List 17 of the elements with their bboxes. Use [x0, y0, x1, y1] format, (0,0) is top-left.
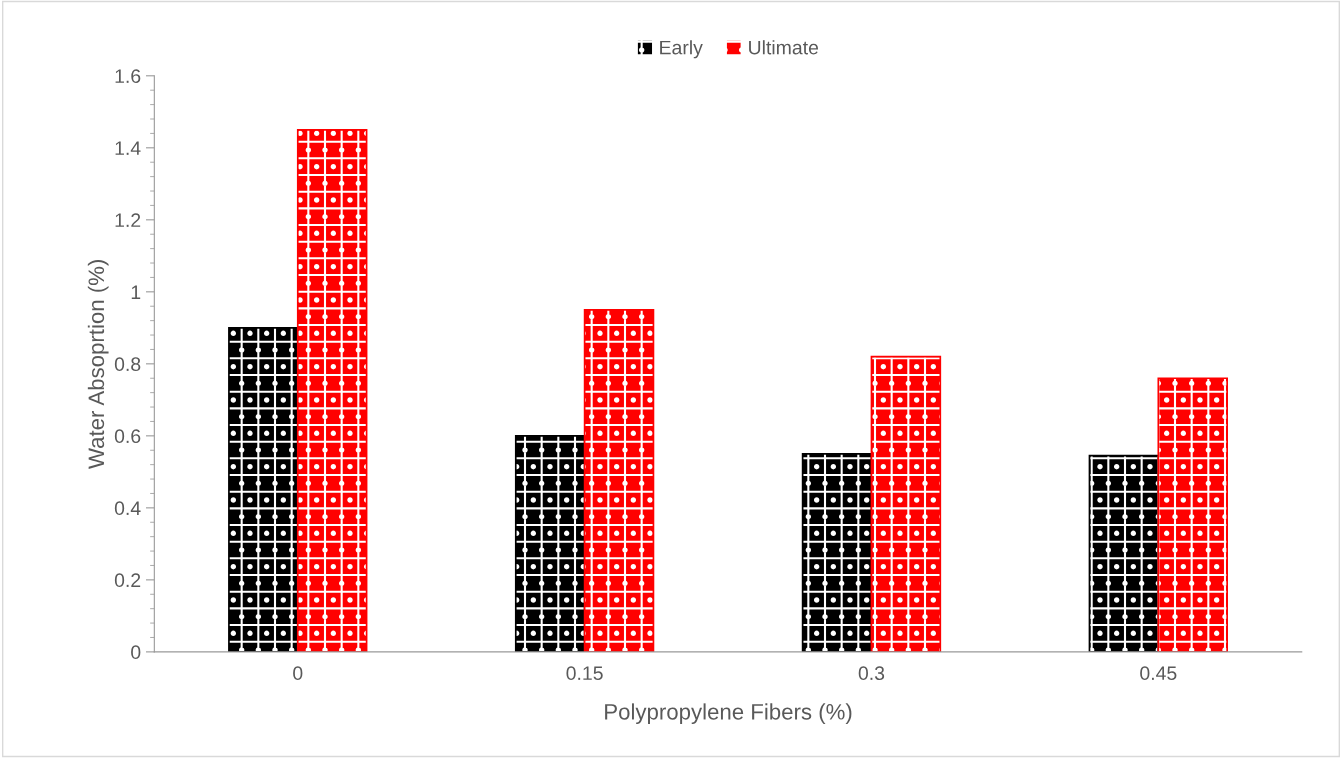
y-tick-label: 1.2 [115, 213, 141, 227]
y-tick-label: 1.6 [115, 69, 141, 84]
y-tick-label: 1.4 [115, 141, 141, 155]
x-tick-label: 0.3 [858, 666, 885, 681]
x-axis-title: Polypropylene Fibers (%) [605, 703, 852, 725]
y-axis-title: Water Absoprtion (%) [87, 260, 109, 469]
x-tick-label: 0 [293, 666, 303, 681]
y-tick-label: 0.8 [114, 357, 141, 372]
y-tick-label: 0.2 [114, 573, 141, 588]
legend-label: Early [660, 40, 703, 59]
y-tick-label: 1 [131, 285, 141, 299]
y-tick-label: 0.6 [114, 429, 141, 444]
legend-label: Ultimate [749, 40, 819, 55]
y-tick-label: 0 [131, 645, 141, 660]
x-tick-label: 0.45 [1140, 666, 1177, 681]
x-tick-label: 0.15 [566, 666, 603, 681]
y-tick-label: 0.4 [114, 501, 141, 516]
